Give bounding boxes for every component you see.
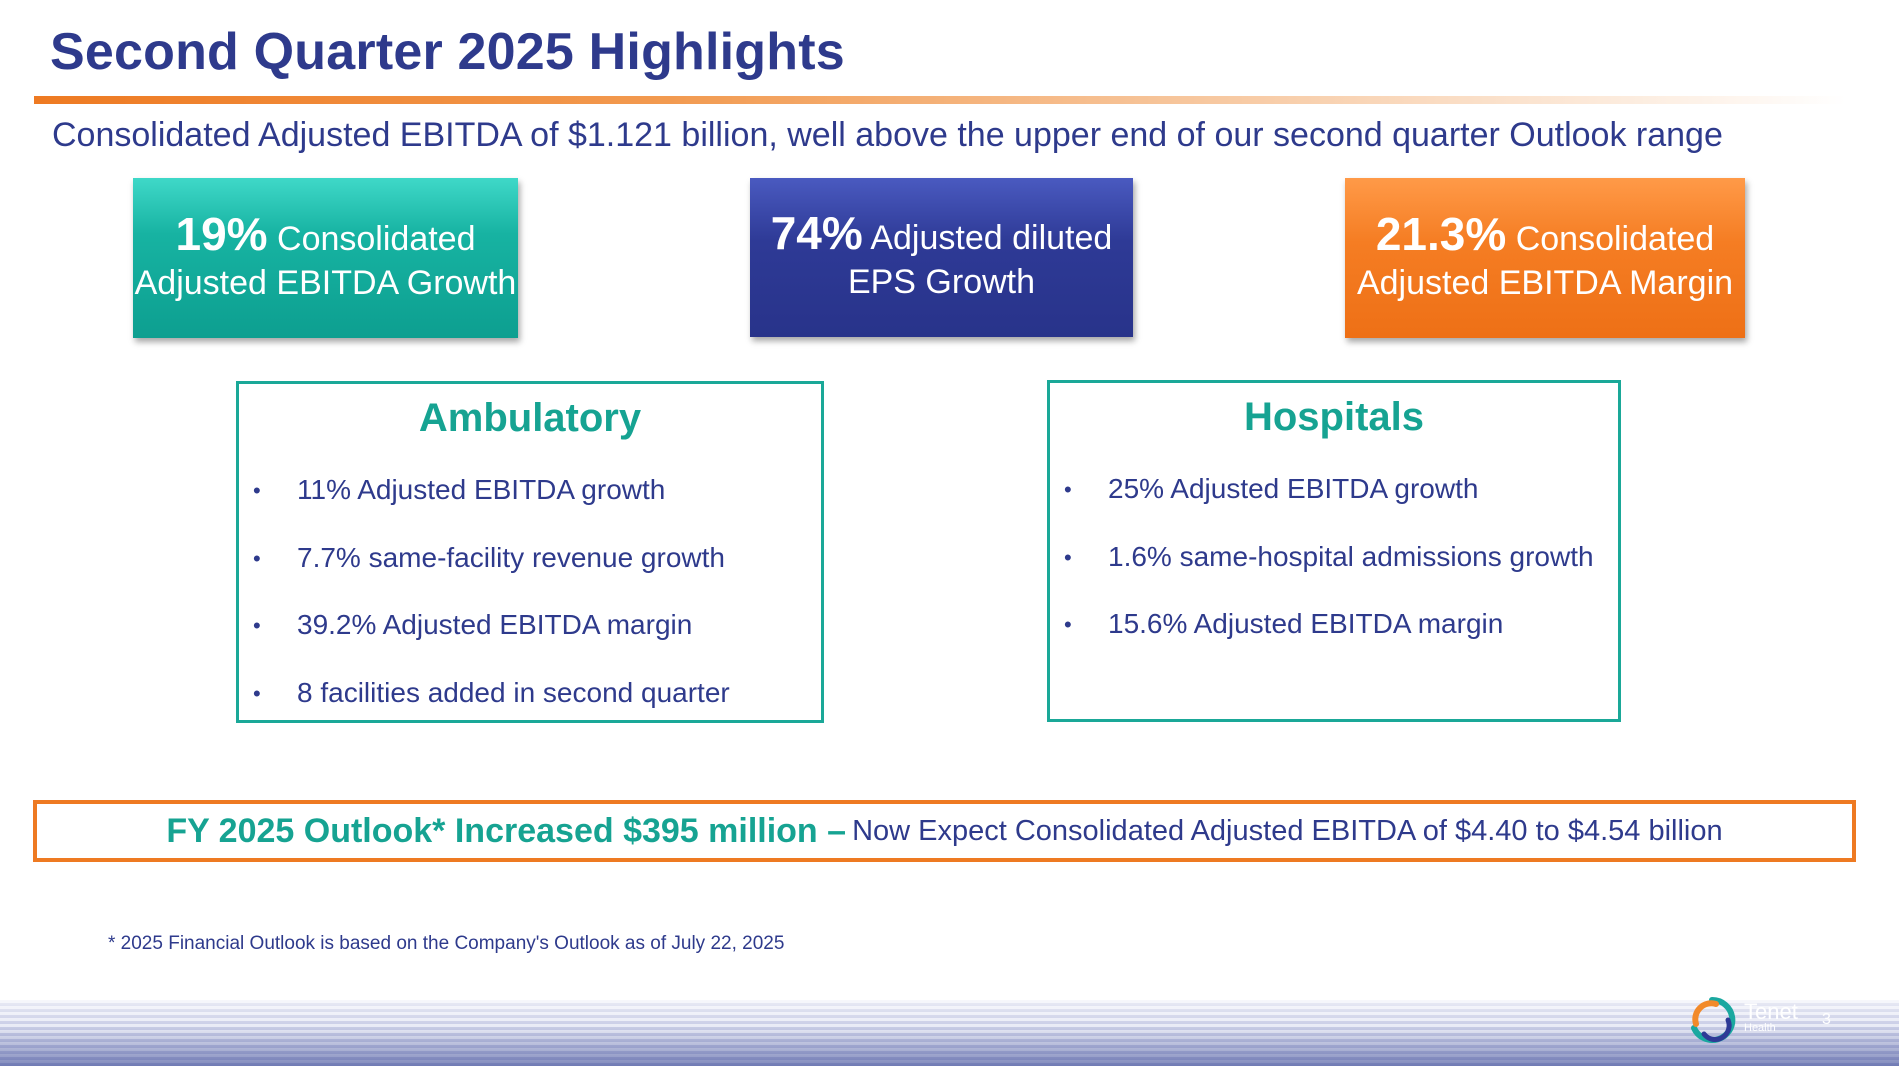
list-item: • 8 facilities added in second quarter (253, 676, 730, 708)
list-item: • 11% Adjusted EBITDA growth (253, 474, 666, 505)
page-subtitle: Consolidated Adjusted EBITDA of $1.121 b… (52, 116, 1723, 154)
list-item: • 1.6% same-hospital admissions growth (1064, 540, 1594, 572)
logo-wordmark: Tenet Health (1744, 999, 1798, 1035)
outlook-detail: Now Expect Consolidated Adjusted EBITDA … (852, 814, 1723, 847)
outlook-banner: FY 2025 Outlook* Increased $395 million … (33, 800, 1856, 862)
ambulatory-bullets: • 11% Adjusted EBITDA growth • 7.7% same-f… (253, 474, 730, 744)
kpi-label: Consolidated Adjusted EBITDA Growth (134, 219, 517, 302)
kpi-value: 19% (175, 207, 268, 260)
kpi-eps-growth: 74% Adjusted diluted EPS Growth (750, 178, 1133, 337)
page-number: 3 (1822, 1011, 1831, 1028)
outlook-headline: FY 2025 Outlook* Increased $395 million … (166, 811, 847, 850)
kpi-value: 74% (770, 207, 863, 259)
hospitals-bullets: • 25% Adjusted EBITDA growth • 1.6% same-h… (1064, 473, 1594, 676)
title-underline (34, 96, 1846, 104)
page-title: Second Quarter 2025 Highlights (50, 23, 845, 81)
list-item: • 7.7% same-facility revenue growth (253, 541, 725, 573)
kpi-value: 21.3% (1375, 207, 1507, 260)
footnote: * 2025 Financial Outlook is based on the… (108, 933, 785, 954)
kpi-label: Adjusted diluted EPS Growth (847, 219, 1113, 301)
list-item: • 25% Adjusted EBITDA growth (1064, 473, 1479, 504)
hospitals-title: Hospitals (1243, 395, 1425, 439)
list-item: • 15.6% Adjusted EBITDA margin (1064, 608, 1504, 639)
hospitals-panel: Hospitals • 25% Adjusted EBITDA growth • 1… (1047, 380, 1621, 722)
ambulatory-title: Ambulatory (418, 396, 642, 440)
footer-band-shade (0, 1000, 1899, 1066)
kpi-ebitda-growth: 19% Consolidated Adjusted EBITDA Growth (133, 178, 518, 338)
kpi-label: Consolidated Adjusted EBITDA Margin (1356, 219, 1734, 302)
kpi-ebitda-margin: 21.3% Consolidated Adjusted EBITDA Margi… (1345, 178, 1745, 338)
ambulatory-panel: Ambulatory • 11% Adjusted EBITDA growth •… (236, 381, 824, 723)
list-item: • 39.2% Adjusted EBITDA margin (253, 609, 693, 640)
tenet-logo-icon (1691, 996, 1736, 1043)
